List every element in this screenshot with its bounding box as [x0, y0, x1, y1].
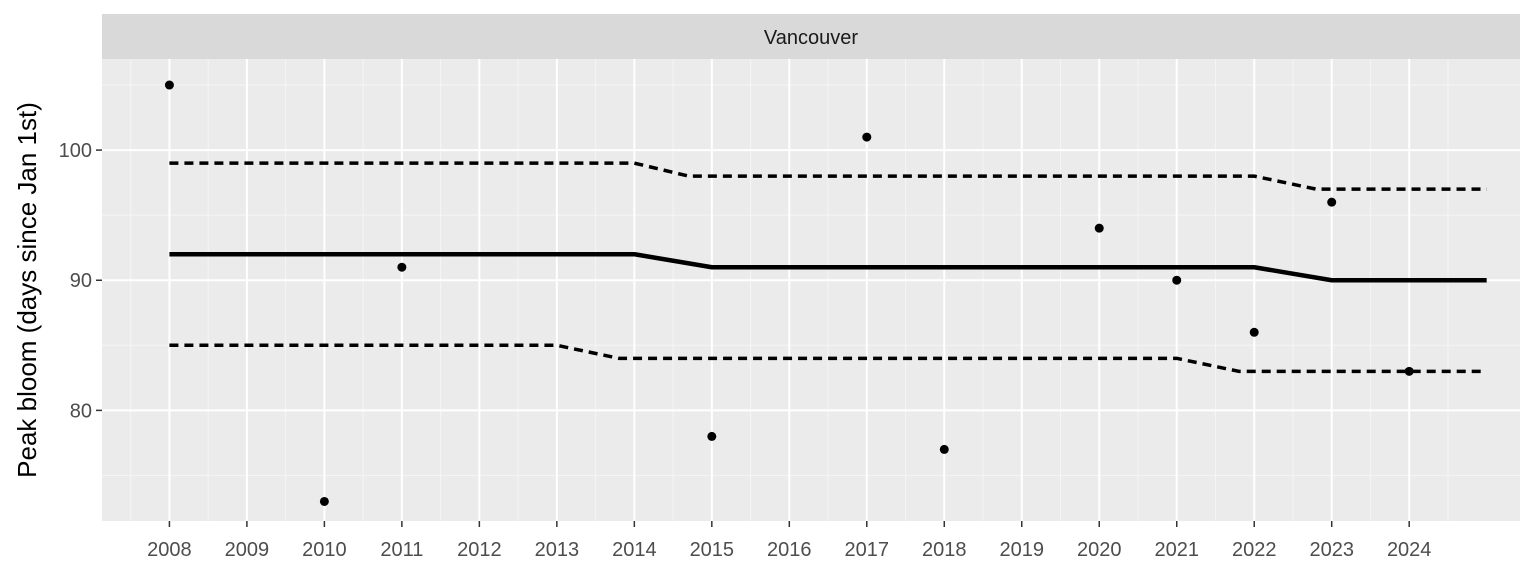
- interval-line: [169, 161, 1487, 191]
- x-tick-label: 2015: [690, 539, 735, 561]
- x-tick-label: 2023: [1309, 539, 1354, 561]
- x-axis: 2008 2009 2010 2011 2012 2013 2014 2015 2016 2017…: [147, 521, 1431, 561]
- y-tick-label: 90: [70, 270, 92, 292]
- series-lines: [169, 161, 1487, 374]
- facet-strip-label: Vancouver: [764, 27, 858, 49]
- data-point: [707, 431, 717, 441]
- y-tick-label: 100: [59, 140, 92, 162]
- interval-line: [169, 343, 1487, 374]
- x-tick-label: 2021: [1154, 539, 1199, 561]
- fit-line: [169, 251, 1487, 283]
- facet-strip: [102, 14, 1520, 59]
- data-point: [1404, 366, 1414, 376]
- x-tick-label: 2019: [1000, 539, 1045, 561]
- grid-minor: [102, 59, 1520, 521]
- x-tick-label: 2022: [1232, 539, 1277, 561]
- y-axis-title: Peak bloom (days since Jan 1st): [12, 102, 42, 478]
- data-point: [397, 262, 407, 272]
- x-tick-label: 2014: [612, 539, 657, 561]
- x-tick-label: 2010: [302, 539, 347, 561]
- grid-major: [102, 59, 1520, 521]
- x-tick-label: 2008: [147, 539, 192, 561]
- x-tick-label: 2018: [922, 539, 967, 561]
- x-tick-label: 2024: [1387, 539, 1432, 561]
- data-point: [1172, 275, 1182, 285]
- plot-panel: [102, 59, 1520, 521]
- x-tick-label: 2013: [535, 539, 580, 561]
- data-point: [862, 132, 872, 142]
- data-point: [1327, 197, 1337, 207]
- y-tick-label: 80: [70, 400, 92, 422]
- x-tick-label: 2012: [457, 539, 502, 561]
- x-tick-label: 2016: [767, 539, 812, 561]
- x-tick-label: 2009: [225, 539, 270, 561]
- x-tick-label: 2020: [1077, 539, 1122, 561]
- data-point: [164, 80, 174, 90]
- data-point: [319, 496, 329, 506]
- data-point: [1094, 223, 1104, 233]
- data-point: [939, 444, 949, 454]
- x-tick-label: 2017: [845, 539, 890, 561]
- data-points: [164, 80, 1414, 506]
- y-axis: 80 90 100: [59, 140, 102, 422]
- x-tick-label: 2011: [380, 539, 423, 561]
- data-point: [1249, 327, 1259, 337]
